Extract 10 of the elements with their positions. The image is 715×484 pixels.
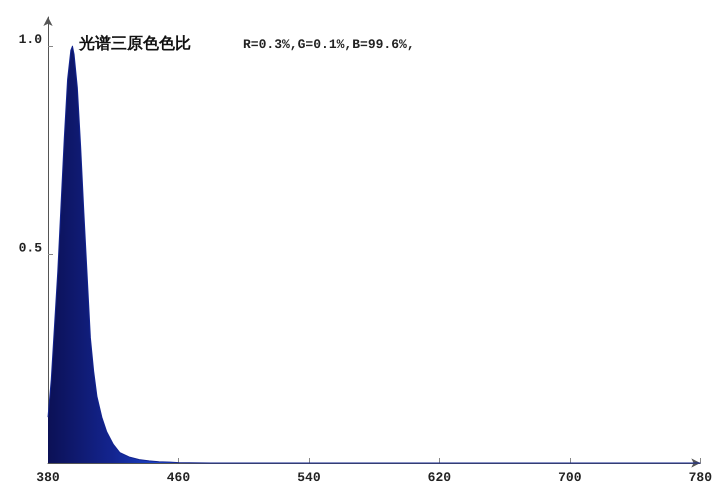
text: 光谱三原色色比	[78, 34, 191, 52]
y-tick-label: 0.5	[18, 240, 42, 256]
y-tick-label: 1.0	[18, 32, 42, 48]
x-tick-label: 540	[297, 470, 321, 484]
x-tick-label: 780	[688, 470, 712, 484]
x-tick-label: 700	[558, 470, 582, 484]
x-tick-label: 620	[428, 470, 452, 484]
text: R=0.3%,G=0.1%,B=99.6%,	[243, 37, 415, 52]
x-tick-label: 380	[36, 470, 60, 484]
x-tick-label: 460	[166, 470, 190, 484]
